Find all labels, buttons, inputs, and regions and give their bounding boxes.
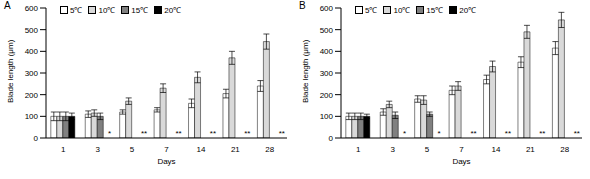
svg-text:14: 14 bbox=[491, 145, 500, 154]
html-text:15℃: 15℃ bbox=[131, 6, 149, 15]
svg-text:*: * bbox=[108, 129, 111, 138]
svg-text:**: ** bbox=[279, 129, 285, 138]
svg-text:5: 5 bbox=[425, 145, 430, 154]
svg-text:**: ** bbox=[175, 129, 181, 138]
html-text:10℃: 10℃ bbox=[393, 6, 411, 15]
svg-text:**: ** bbox=[244, 129, 250, 138]
html-text:10℃: 10℃ bbox=[98, 6, 116, 15]
svg-text:**: ** bbox=[574, 129, 580, 138]
svg-text:**: ** bbox=[539, 129, 545, 138]
svg-text:3: 3 bbox=[390, 145, 395, 154]
html-text:20℃: 20℃ bbox=[164, 6, 182, 15]
svg-text:Days: Days bbox=[452, 157, 470, 166]
svg-text:28: 28 bbox=[560, 145, 569, 154]
svg-text:500: 500 bbox=[25, 26, 39, 35]
svg-text:5: 5 bbox=[130, 145, 135, 154]
svg-text:600: 600 bbox=[320, 4, 334, 13]
svg-text:300: 300 bbox=[25, 69, 39, 78]
svg-text:7: 7 bbox=[164, 145, 169, 154]
html-text:A: A bbox=[4, 0, 11, 11]
svg-text:1: 1 bbox=[356, 145, 361, 154]
svg-text:600: 600 bbox=[25, 4, 39, 13]
html-text:15℃: 15℃ bbox=[426, 6, 444, 15]
svg-text:21: 21 bbox=[231, 145, 240, 154]
svg-text:400: 400 bbox=[320, 47, 334, 56]
html-text:20℃: 20℃ bbox=[459, 6, 477, 15]
svg-text:**: ** bbox=[210, 129, 216, 138]
svg-text:**: ** bbox=[505, 129, 511, 138]
svg-text:*: * bbox=[403, 129, 406, 138]
svg-text:**: ** bbox=[470, 129, 476, 138]
svg-text:1: 1 bbox=[61, 145, 66, 154]
svg-text:100: 100 bbox=[25, 112, 39, 121]
svg-text:0: 0 bbox=[329, 134, 334, 143]
svg-text:200: 200 bbox=[25, 91, 39, 100]
html-text:5℃: 5℃ bbox=[70, 6, 83, 15]
svg-text:0: 0 bbox=[34, 134, 39, 143]
svg-text:Days: Days bbox=[157, 157, 175, 166]
html-text:5℃: 5℃ bbox=[365, 6, 378, 15]
svg-text:7: 7 bbox=[459, 145, 464, 154]
svg-text:14: 14 bbox=[196, 145, 205, 154]
svg-text:100: 100 bbox=[320, 112, 334, 121]
svg-text:400: 400 bbox=[25, 47, 39, 56]
html-text:B: B bbox=[299, 0, 306, 11]
svg-text:500: 500 bbox=[320, 26, 334, 35]
svg-text:**: ** bbox=[141, 129, 147, 138]
svg-text:Blade length (μm): Blade length (μm) bbox=[301, 39, 310, 103]
svg-text:28: 28 bbox=[265, 145, 274, 154]
svg-text:300: 300 bbox=[320, 69, 334, 78]
svg-text:21: 21 bbox=[526, 145, 535, 154]
svg-text:3: 3 bbox=[95, 145, 100, 154]
svg-text:*: * bbox=[438, 129, 441, 138]
svg-text:Blade length (μm): Blade length (μm) bbox=[8, 39, 15, 103]
svg-text:200: 200 bbox=[320, 91, 334, 100]
